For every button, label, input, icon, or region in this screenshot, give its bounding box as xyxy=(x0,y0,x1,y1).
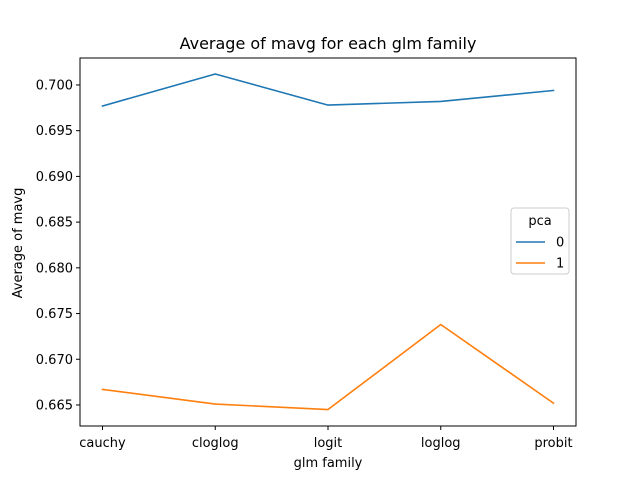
y-tick-label: 0.685 xyxy=(36,216,73,231)
x-axis-ticks: cauchy cloglog logit loglog probit xyxy=(79,426,573,451)
y-tick-label: 0.695 xyxy=(36,124,73,139)
legend-frame xyxy=(510,207,570,275)
y-tick-label: 0.700 xyxy=(36,78,73,93)
x-tick-label: probit xyxy=(534,436,572,451)
y-axis-ticks: 0.665 0.670 0.675 0.680 0.685 0.690 0.695 0.700 xyxy=(36,78,80,413)
y-tick-label: 0.670 xyxy=(36,353,73,368)
y-axis-label: Average of mavg xyxy=(11,188,26,299)
legend-label-pca-0: 0 xyxy=(556,236,564,251)
x-tick-label: cloglog xyxy=(192,436,239,451)
x-tick-label: logit xyxy=(314,436,343,451)
y-tick-label: 0.665 xyxy=(36,398,73,413)
plot-frame xyxy=(79,57,577,427)
legend-title: pca xyxy=(528,214,551,229)
x-axis-label: glm family xyxy=(294,456,363,471)
y-tick-label: 0.675 xyxy=(36,307,73,322)
x-tick-label: loglog xyxy=(421,436,461,451)
series-line-pca-1 xyxy=(101,323,555,411)
series-lines xyxy=(101,73,555,411)
y-tick-label: 0.680 xyxy=(36,261,73,276)
legend: pca 01 xyxy=(510,207,570,275)
series-line-pca-0 xyxy=(101,73,555,107)
x-tick-label: cauchy xyxy=(79,436,126,451)
chart-title: Average of mavg for each glm family xyxy=(180,34,477,53)
y-tick-label: 0.690 xyxy=(36,170,73,185)
legend-entries: 01 xyxy=(516,236,564,272)
legend-label-pca-1: 1 xyxy=(556,257,564,272)
